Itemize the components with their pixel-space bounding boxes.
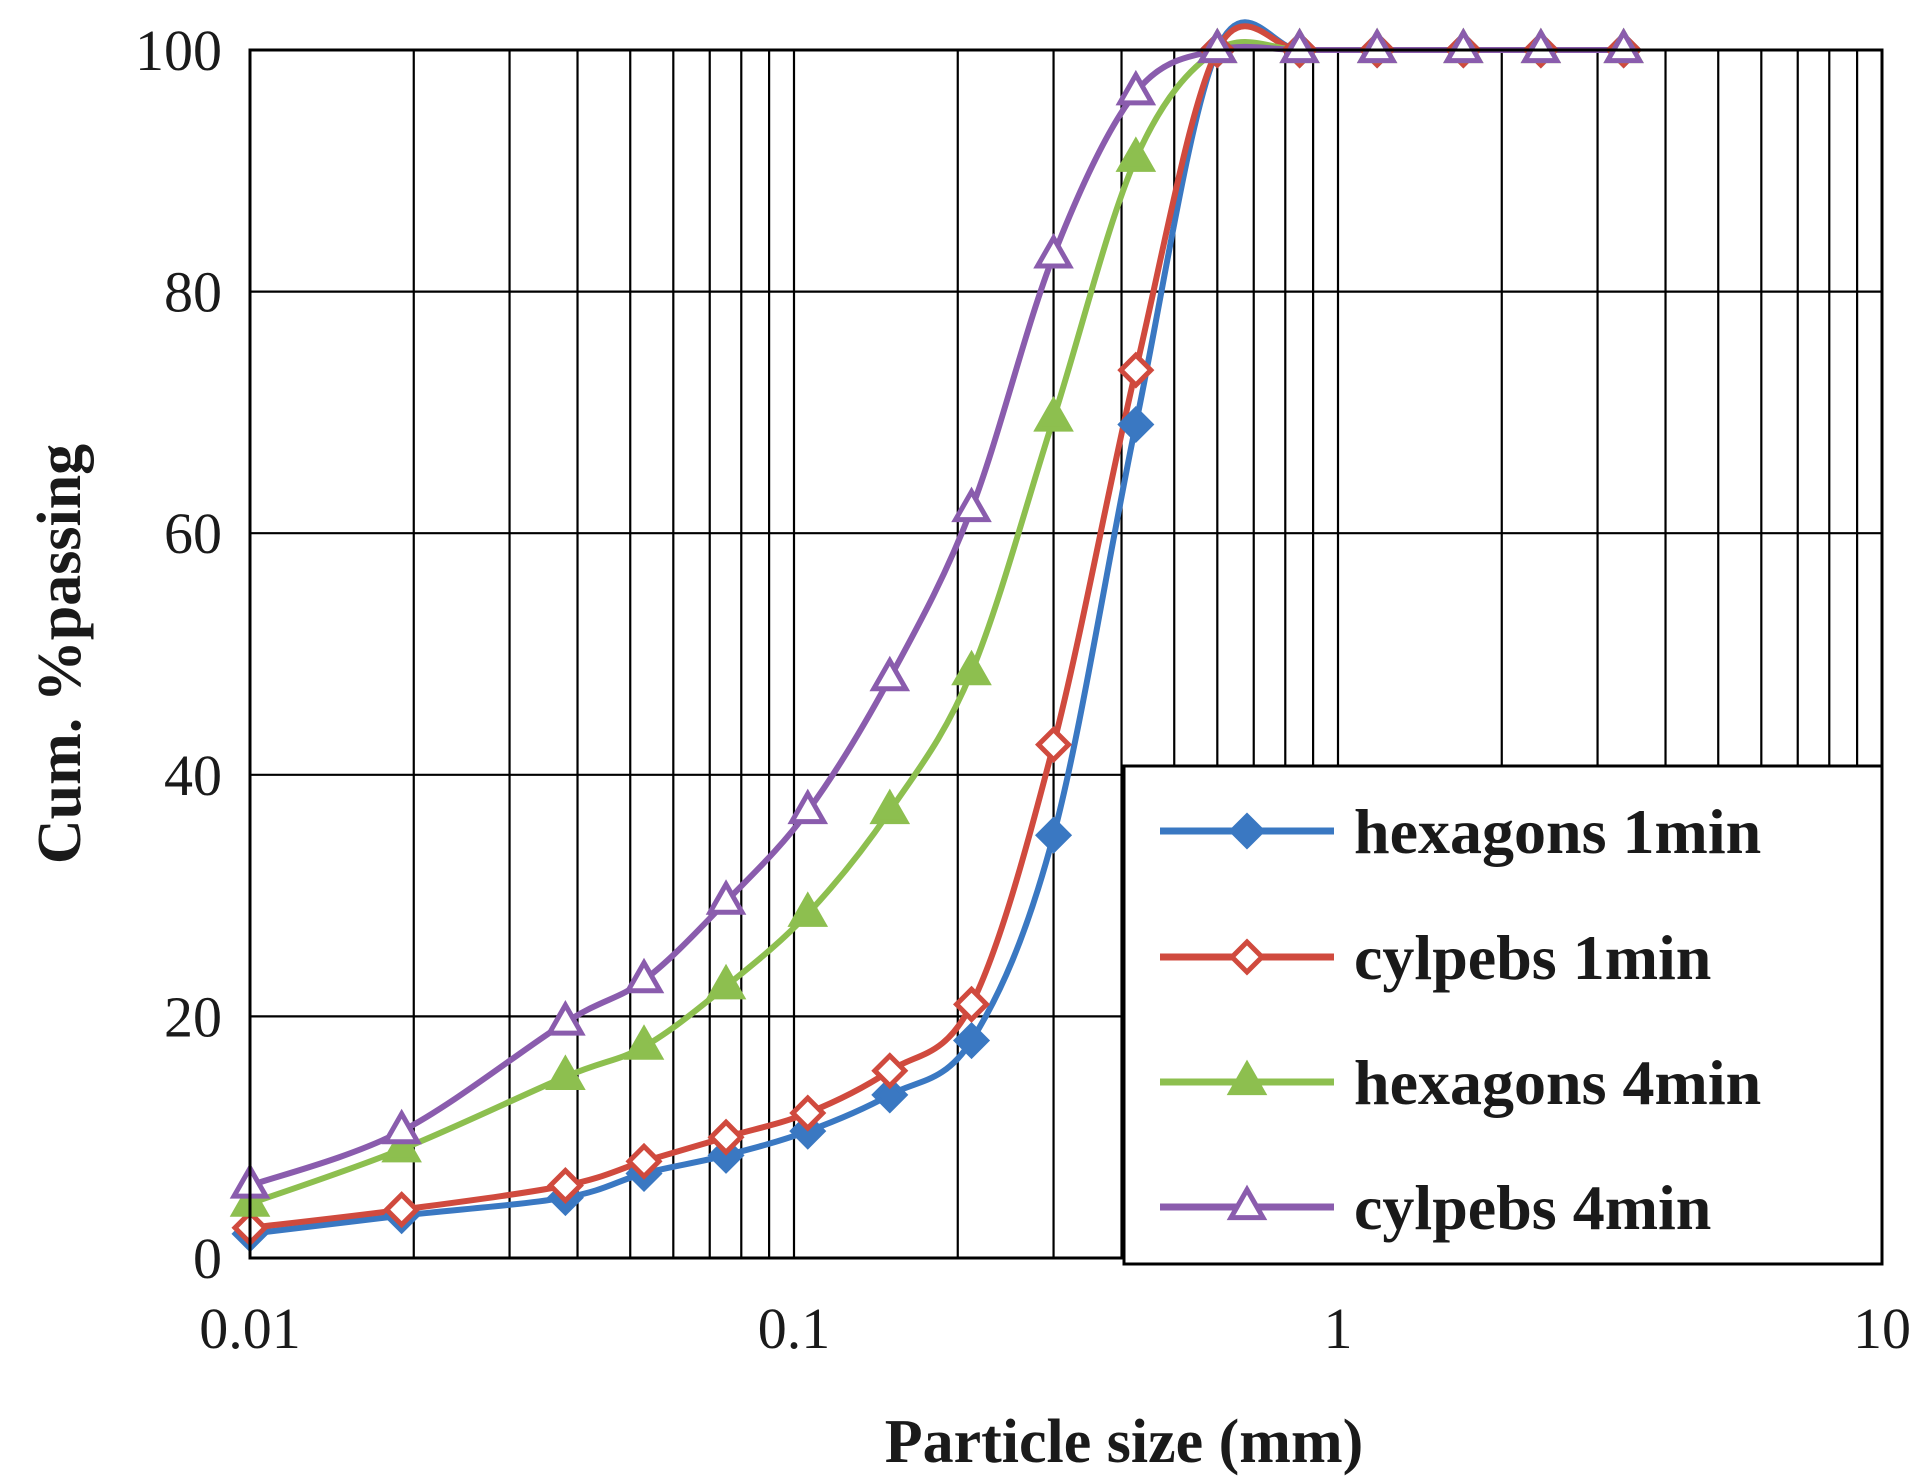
- data-point: [1279, 27, 1320, 64]
- y-tick-label: 80: [164, 260, 222, 325]
- data-point: [787, 891, 829, 927]
- data-point: [952, 985, 991, 1023]
- data-point: [1443, 27, 1484, 64]
- data-point: [952, 1022, 991, 1060]
- data-point: [625, 1142, 663, 1180]
- data-point: [951, 486, 992, 523]
- data-point: [383, 1191, 421, 1229]
- data-point: [545, 1054, 586, 1090]
- data-point: [705, 879, 747, 915]
- y-tick-label: 100: [135, 18, 222, 83]
- data-point: [381, 1126, 422, 1163]
- legend-marker: [1226, 1184, 1268, 1221]
- data-point: [623, 957, 665, 994]
- data-point: [1115, 69, 1157, 106]
- x-tick-label: 0.01: [199, 1296, 301, 1361]
- legend: hexagons 1min cylpebs 1min hexagons 4min cy…: [1122, 764, 1884, 1266]
- data-point: [546, 1166, 584, 1205]
- legend-label: cylpebs 4min: [1354, 1172, 1711, 1243]
- y-tick-label: 0: [193, 1226, 222, 1291]
- data-point: [787, 788, 829, 825]
- x-tick-label: 10: [1853, 1296, 1911, 1361]
- data-point: [1035, 726, 1073, 764]
- data-point: [869, 788, 911, 825]
- data-point: [871, 1052, 909, 1090]
- data-point: [789, 1094, 827, 1132]
- data-point: [1033, 232, 1074, 269]
- legend-marker: [1226, 1059, 1268, 1096]
- x-tick-label: 0.1: [758, 1296, 831, 1361]
- legend-label: cylpebs 1min: [1354, 922, 1711, 993]
- legend-label: hexagons 4min: [1354, 1047, 1761, 1118]
- y-tick-label: 60: [164, 501, 222, 566]
- data-point: [1035, 816, 1073, 854]
- data-point: [951, 649, 992, 686]
- legend-marker: [1228, 812, 1266, 850]
- x-tick-label: 1: [1324, 1296, 1353, 1361]
- data-point: [869, 655, 911, 692]
- data-point: [1197, 27, 1238, 64]
- data-point: [381, 1108, 422, 1145]
- legend-label: hexagons 1min: [1354, 796, 1761, 867]
- data-point: [1603, 27, 1644, 64]
- data-point: [1115, 136, 1157, 172]
- y-axis-title: Cum. %passing: [26, 444, 94, 864]
- legend-box: [1122, 764, 1884, 1266]
- data-point: [871, 1076, 909, 1114]
- y-tick-label: 20: [164, 984, 222, 1049]
- legend-marker: [1228, 938, 1266, 976]
- x-axis-title: Particle size (mm): [885, 1408, 1364, 1476]
- plot-frame: [248, 48, 1884, 1260]
- data-point: [1356, 27, 1398, 64]
- y-tick-label: 40: [164, 743, 222, 808]
- data-point: [1117, 405, 1155, 444]
- data-point: [1033, 396, 1074, 432]
- data-point: [705, 963, 747, 1000]
- data-point: [545, 1000, 586, 1036]
- data-point: [1520, 27, 1562, 64]
- data-point: [623, 1024, 665, 1060]
- data-point: [1117, 351, 1155, 389]
- data-point: [707, 1118, 745, 1156]
